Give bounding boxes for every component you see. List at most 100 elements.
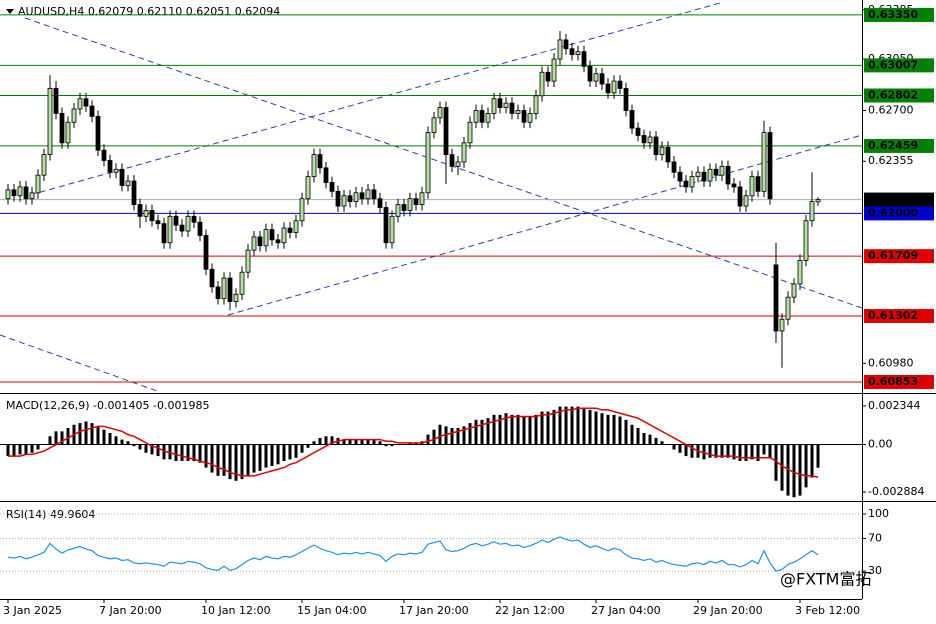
level-label: 0.60853 (868, 375, 918, 388)
histogram-bar (744, 444, 748, 462)
candle-body (671, 161, 677, 173)
histogram-bar (102, 429, 106, 445)
histogram-bar (408, 442, 412, 445)
histogram-bar (402, 444, 406, 446)
histogram-bar (456, 428, 460, 445)
y-tick-label: 0.00 (868, 438, 893, 451)
level-label: 0.61709 (868, 249, 918, 262)
level-label-box (864, 138, 934, 153)
candle-body (515, 110, 521, 114)
histogram-bar (624, 419, 628, 445)
histogram-bar (54, 431, 58, 445)
candle-body (593, 73, 599, 82)
candle-body (587, 65, 593, 82)
level-label: 0.61302 (868, 309, 918, 322)
histogram-bar (672, 444, 676, 450)
candle-body (521, 110, 527, 123)
candle-body (467, 121, 473, 144)
candle-body (485, 113, 491, 123)
candle-body (239, 271, 245, 295)
candle-body (395, 204, 401, 217)
candle-body (659, 146, 665, 155)
candle-body (311, 154, 317, 178)
candle-body (203, 235, 209, 270)
histogram-bar (546, 411, 550, 445)
candle-body (77, 98, 83, 110)
candle-body (305, 176, 311, 200)
histogram-bar (540, 411, 544, 445)
histogram-bar (666, 444, 670, 446)
histogram-bar (312, 441, 316, 445)
candle-body (479, 110, 485, 123)
histogram-bar (462, 426, 466, 445)
level-label-box (864, 375, 934, 390)
candle-body (755, 176, 761, 192)
candle-body (731, 183, 737, 188)
histogram-bar (396, 444, 400, 446)
histogram-bar (438, 424, 442, 445)
candle-body (17, 186, 23, 197)
histogram-bar (690, 444, 694, 458)
histogram-bar (486, 418, 490, 445)
histogram-bar (630, 424, 634, 445)
candle-body (725, 165, 731, 185)
histogram-bar (204, 444, 208, 468)
level-label: 0.63007 (868, 58, 918, 71)
candle-body (689, 176, 695, 188)
histogram-bar (90, 423, 94, 445)
candle-body (455, 161, 461, 167)
histogram-bar (48, 436, 52, 445)
candle-body (569, 48, 575, 56)
candle-body (683, 180, 689, 188)
x-tick-label: 10 Jan 12:00 (201, 604, 271, 617)
candle-body (389, 215, 395, 244)
candle-body (605, 83, 611, 94)
histogram-bar (522, 416, 526, 445)
level-label-box (864, 7, 934, 22)
candle-body (503, 102, 509, 108)
histogram-bar (354, 439, 358, 445)
histogram-bar (738, 444, 742, 462)
histogram-bar (516, 414, 520, 445)
histogram-bar (216, 444, 220, 476)
histogram-bar (228, 444, 232, 480)
histogram-bar (810, 444, 814, 478)
trend-line (24, 17, 863, 309)
histogram-bar (792, 444, 796, 498)
histogram-bar (270, 444, 274, 466)
x-tick-label: 17 Jan 20:00 (399, 604, 469, 617)
histogram-bar (750, 444, 754, 460)
histogram-bar (150, 444, 154, 455)
histogram-bar (42, 444, 46, 446)
histogram-bar (474, 419, 478, 445)
histogram-bar (768, 444, 772, 458)
level-label: 0.62802 (868, 88, 918, 101)
histogram-bar (816, 444, 820, 468)
histogram-bar (258, 444, 262, 471)
level-label-box (864, 88, 934, 103)
candle-body (419, 192, 425, 205)
y-tick-label: -0.002884 (868, 485, 924, 498)
level-label-box (864, 192, 934, 207)
candle-body (281, 227, 287, 244)
candle-body (743, 195, 749, 207)
candle-body (125, 180, 131, 186)
level-label: 0.62459 (868, 139, 918, 152)
histogram-bar (288, 444, 292, 460)
candle-body (767, 132, 773, 200)
candle-body (161, 223, 167, 244)
histogram-bar (192, 444, 196, 462)
candle-body (215, 286, 221, 300)
candle-body (425, 132, 431, 194)
candle-body (119, 168, 125, 186)
panel-title: RSI(14) 49.9604 (6, 508, 95, 521)
candle-body (23, 186, 29, 200)
candle-body (137, 204, 143, 217)
candle-body (677, 171, 683, 182)
histogram-bar (636, 428, 640, 445)
histogram-bar (222, 444, 226, 476)
candle-body (359, 192, 365, 200)
y-tick-label: 100 (868, 507, 889, 520)
histogram-bar (234, 444, 238, 481)
